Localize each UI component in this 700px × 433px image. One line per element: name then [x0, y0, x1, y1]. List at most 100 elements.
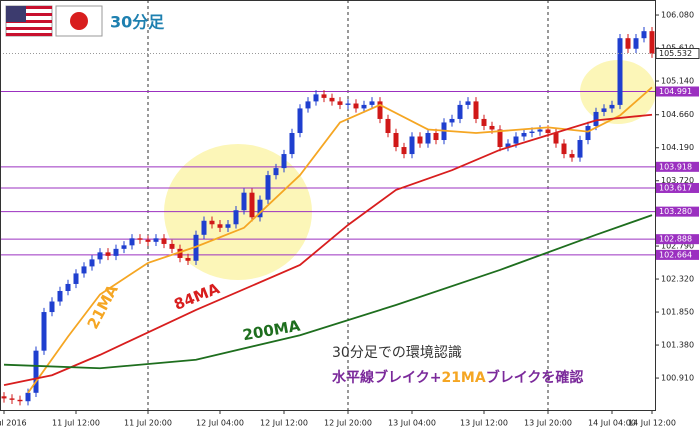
level-tag [656, 249, 699, 260]
candle-body [481, 118, 487, 126]
candle-body [633, 38, 639, 49]
candle-body [497, 129, 503, 148]
current-price-label: 105.532 [659, 49, 692, 58]
candle-body [145, 239, 151, 242]
y-tick-label: 106.080 [661, 11, 694, 20]
candle-body [249, 192, 255, 218]
candle-body [241, 192, 247, 211]
candle-body [489, 125, 495, 130]
annotation: 30分足での環境認識 [332, 345, 462, 361]
candle-body [89, 259, 95, 267]
x-tick-label: 12 Jul 20:00 [324, 419, 372, 428]
candle-body [177, 248, 183, 258]
candle-body [465, 101, 471, 105]
level-tag [656, 161, 699, 172]
level-tag [656, 182, 699, 193]
ma-line [3, 214, 653, 370]
candle-body [105, 252, 111, 256]
annotation-part: 水平線ブレイク+ [332, 369, 441, 386]
candle-body [225, 224, 231, 228]
candle-body [185, 257, 191, 261]
current-price-tag [655, 48, 700, 60]
y-tick-label: 104.660 [661, 110, 694, 119]
candle-body [393, 132, 399, 148]
candle-body [457, 104, 463, 119]
candle-body [513, 136, 519, 144]
y-tick-label: 101.850 [661, 308, 694, 317]
annotation-part: 21MA [441, 370, 485, 386]
candle-body [17, 399, 23, 402]
candle-body [201, 220, 207, 235]
y-tick-label: 103.720 [661, 176, 694, 185]
x-tick-label: 12 Jul 04:00 [196, 419, 244, 428]
us-flag [5, 5, 53, 37]
candle-body [449, 118, 455, 123]
candle-body [609, 104, 615, 109]
candle-body [161, 238, 167, 244]
ma-line [27, 86, 653, 394]
candle-body [1, 396, 7, 399]
level-label: 104.991 [659, 87, 692, 96]
candle-body [33, 350, 39, 393]
x-tick-label: 14 Jul 12:00 [628, 419, 676, 428]
y-tick-label: 104.190 [661, 143, 694, 152]
candle-body [337, 101, 343, 105]
y-tick-label: 102.790 [661, 242, 694, 251]
y-tick-label: 105.140 [661, 77, 694, 86]
candle-body [505, 143, 511, 148]
candle-body [361, 104, 367, 109]
candle-body [521, 132, 527, 137]
chart-title: 30分足 [110, 13, 165, 32]
candle-body [617, 38, 623, 105]
level-label: 103.617 [659, 183, 692, 192]
annotation: 水平線ブレイク+21MAブレイクを確認 [332, 369, 583, 386]
candle-body [569, 154, 575, 158]
candle-body [529, 131, 535, 133]
level-label: 102.664 [659, 250, 692, 259]
candle-body [433, 132, 439, 141]
candle-body [153, 238, 159, 242]
candle-body [353, 103, 359, 109]
level-label: 103.280 [659, 207, 692, 216]
x-tick-label: 14 Jul 04:00 [588, 419, 636, 428]
candle-body [409, 136, 415, 155]
candle-body [41, 312, 47, 351]
candle-body [577, 140, 583, 158]
candle-body [257, 199, 263, 218]
level-tag [656, 86, 699, 97]
level-label: 102.888 [659, 235, 692, 244]
x-tick-label: 13 Jul 04:00 [388, 419, 436, 428]
candle-body [193, 234, 199, 261]
candle-body [425, 132, 431, 144]
candle-body [345, 103, 351, 105]
y-tick-label: 100.910 [661, 374, 694, 383]
candle-body [217, 224, 223, 228]
candle-body [553, 132, 559, 144]
candle-body [273, 168, 279, 176]
plot-frame [0, 0, 656, 411]
y-tick-label: 101.380 [661, 341, 694, 350]
candle-body [169, 243, 175, 249]
candle-body [281, 154, 287, 169]
x-tick-label: 13 Jul 20:00 [524, 419, 572, 428]
candle-body [289, 132, 295, 155]
candle-body [385, 118, 391, 133]
candle-body [649, 31, 655, 54]
candle-body [137, 238, 143, 240]
candle-body [561, 143, 567, 155]
level-label: 103.918 [659, 162, 692, 171]
level-tag [656, 234, 699, 245]
candle-body [537, 129, 543, 132]
candle-body [129, 238, 135, 246]
candle-body [473, 101, 479, 119]
candle-body [377, 101, 383, 119]
candle-body [97, 252, 103, 260]
candle-body [369, 101, 375, 105]
candle-body [49, 301, 55, 313]
ma-line [3, 113, 653, 386]
x-tick-label: 11 Jul 20:00 [124, 419, 172, 428]
candle-body [593, 111, 599, 126]
level-tag [656, 206, 699, 217]
